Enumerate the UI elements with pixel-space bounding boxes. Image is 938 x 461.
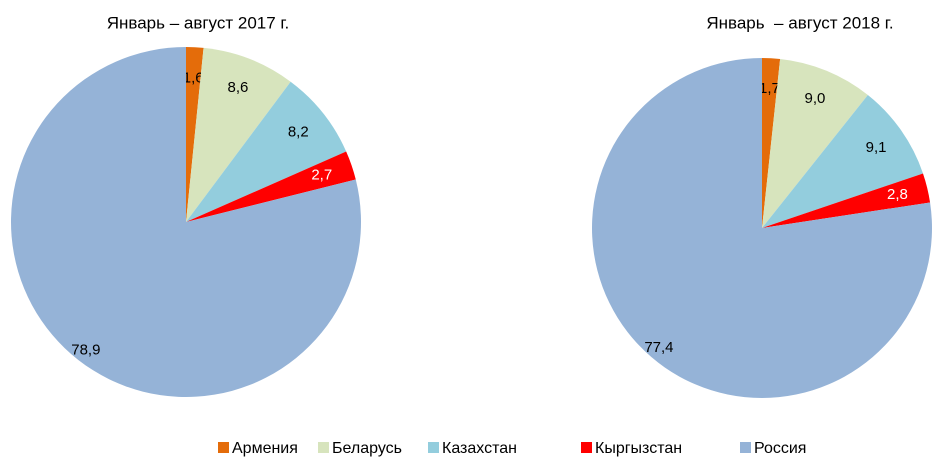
data-label: 2,8 [887,186,908,203]
data-label: 78,9 [71,341,100,358]
data-label: 1,7 [759,80,780,97]
pie-slice [186,81,347,223]
pie-slice [592,58,932,398]
pie-slice [762,94,924,228]
data-label: 9,0 [805,90,826,107]
chart-title: Январь – август 2018 г. [706,13,893,32]
legend-label: Кыргызстан [595,440,682,457]
pie-slice [10,47,362,397]
data-label: 8,2 [288,124,309,141]
legend-label: Казахстан [442,440,517,457]
pie-slice [186,151,356,222]
data-label: 77,4 [644,339,673,356]
data-label: 1,6 [183,70,204,87]
legend-swatch [218,442,229,453]
legend-label: Россия [754,440,806,457]
pie-slice [186,47,291,222]
data-label: 9,1 [866,139,887,156]
legend-label: Беларусь [332,440,402,457]
legend-label: Армения [232,440,298,457]
pie-slice [762,58,868,228]
pie-slice [186,47,204,222]
legend-swatch [581,442,592,453]
chart-title: Январь – август 2017 г. [107,13,290,32]
pie-slice [762,58,781,228]
data-label: 2,7 [311,166,332,183]
legend-swatch [740,442,751,453]
data-label: 8,6 [228,79,249,96]
pie-slice [762,173,931,228]
legend-swatch [428,442,439,453]
legend-swatch [318,442,329,453]
